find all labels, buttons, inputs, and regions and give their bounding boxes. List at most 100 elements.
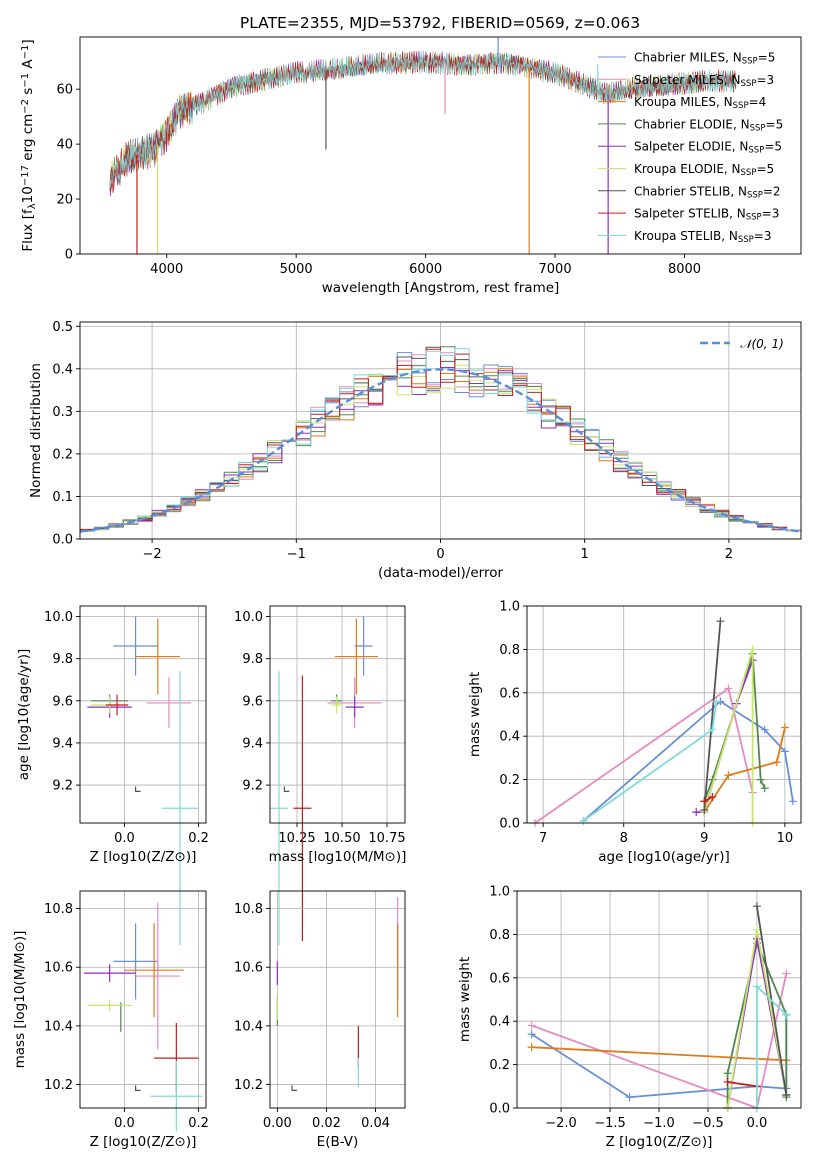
axes-residual_hist: −2 −1 0 1 2 0.0 0.1 0.2 0.3 0.4 0.5 [52,320,801,562]
y-tick-label: 0.2 [52,447,73,462]
point-marker [134,1085,141,1092]
frame-massweight_vs_Z [516,890,802,1109]
spectrum-line-8 [109,51,737,189]
frame-age_vs_Z [79,605,207,824]
x-label-age_vs_Z: Z [log10(Z/Z⊙)] [90,849,197,865]
y-tick-label: 9.8 [242,652,263,667]
frame-massweight_vs_age [526,605,802,824]
x-label-massweight_vs_age: age [log10(age/yr)] [598,849,730,865]
x-tick-label: −2.0 [545,1116,577,1131]
series-marker [579,816,588,825]
series-marker [780,747,789,756]
x-tick-label: 10.75 [368,831,405,846]
series-marker [700,805,709,814]
y-tick-label: 0 [65,248,73,263]
y-tick-label: 20 [56,193,73,208]
point-marker [283,786,290,792]
x-tick-label: 0.0 [747,1116,768,1131]
point-marker [134,786,141,792]
x-label-age_vs_mass: mass [log10(M/M⊙)] [269,849,407,865]
legend-value: =5 [766,117,784,131]
y-label-mass_vs_Z: mass [log10(M/M⊙)] [12,931,28,1069]
series-marker [752,902,761,911]
x-tick-label: −2 [143,547,162,562]
x-tick-label: 0 [436,547,444,562]
y-tick-label: 1.0 [499,600,520,615]
legend-entry: Salpeter ELODIE, NSSP=5 [634,140,782,156]
x-label-massweight_vs_Z: Z [log10(Z/Z⊙)] [606,1134,713,1150]
y-tick-label: 10.0 [234,610,263,625]
y-tick-label: 10.4 [44,1019,73,1034]
x-tick-label: 5000 [280,262,313,277]
x-tick-label: 10.50 [323,831,360,846]
y-tick-label: 0.6 [489,971,510,986]
series-marker [712,697,721,706]
y-tick-label: 9.4 [52,736,73,751]
normal-reference-curve [80,368,801,533]
points-mass_vs_ebv [276,896,399,1092]
spectrum-x-label: wavelength [Angstrom, rest frame] [322,280,560,296]
histogram-x-label: (data-model)/error [378,565,504,581]
series-marker [788,797,797,806]
x-tick-label: 8000 [668,262,701,277]
figure-title: PLATE=2355, MJD=53792, FIBERID=0569, z=0… [240,14,640,32]
x-tick-label: 7 [539,831,547,846]
x-tick-label: 0.02 [312,1116,341,1131]
y-label-part: A [20,59,36,73]
y-label-part: s [20,88,36,99]
series-line-6 [703,621,722,811]
x-tick-label: 1 [581,547,589,562]
series-line-0 [582,700,794,822]
y-tick-label: 10.8 [44,902,73,917]
y-label-part: −2 [20,99,31,114]
y-tick-label: 60 [56,83,73,98]
y-tick-label: 10.6 [44,961,73,976]
axes-age_vs_Z: 0.0 0.2 9.2 9.4 9.6 9.8 10.0 [44,606,209,846]
series-marker [760,784,769,793]
series-marker [752,934,761,943]
legend-name: Chabrier MILES, N [634,51,742,65]
legend-sub: SSP [742,57,758,67]
points-age_vs_Z [87,616,199,946]
legend-sub: SSP [738,235,754,245]
x-tick-label: 0.2 [188,831,209,846]
legend-entry: Chabrier ELODIE, NSSP=5 [634,117,783,133]
legend-sub: SSP [733,101,749,111]
series-marker [692,808,701,817]
y-tick-label: 10.2 [234,1078,263,1093]
legend-value: =3 [762,207,780,221]
x-tick-label: −1.5 [594,1116,626,1131]
legend-entry: Salpeter STELIB, NSSP=3 [634,207,779,223]
frame-mass_vs_Z [79,890,207,1109]
y-label-part: −17 [20,165,31,186]
axes-mass_vs_ebv: 0.00 0.02 0.04 10.2 10.4 10.6 10.8 [234,891,405,1131]
series-marker [752,926,761,935]
x-tick-label: 6000 [409,262,442,277]
legend-name: Kroupa MILES, N [634,95,733,109]
legend-sub: SSP [750,124,766,134]
x-tick-label: 0.0 [114,831,135,846]
legend-value: =4 [749,95,767,109]
series-marker [527,1030,536,1039]
y-tick-label: 9.2 [52,779,73,794]
series-line-7 [703,796,713,803]
y-label-part: Flux [f [20,208,36,252]
series-marker [724,771,733,780]
legend-name: Salpeter ELODIE, N [634,140,748,154]
x-tick-label: 10.25 [278,831,315,846]
series-line-7 [727,1081,758,1088]
y-tick-label: 0.5 [52,320,73,335]
x-tick-label: 2 [725,547,733,562]
y-tick-label: 10.8 [234,902,263,917]
legend-value: =5 [758,51,776,65]
series-marker [625,1093,634,1102]
series-marker [756,775,765,784]
series-marker [723,1077,732,1086]
series-marker [724,684,733,693]
legend-name: Chabrier ELODIE, N [634,117,750,131]
series-line-2 [531,1046,787,1062]
y-tick-label: 0.8 [489,928,510,943]
legend-name: Chabrier STELIB, N [634,184,747,198]
y-tick-label: 0.0 [499,817,520,832]
